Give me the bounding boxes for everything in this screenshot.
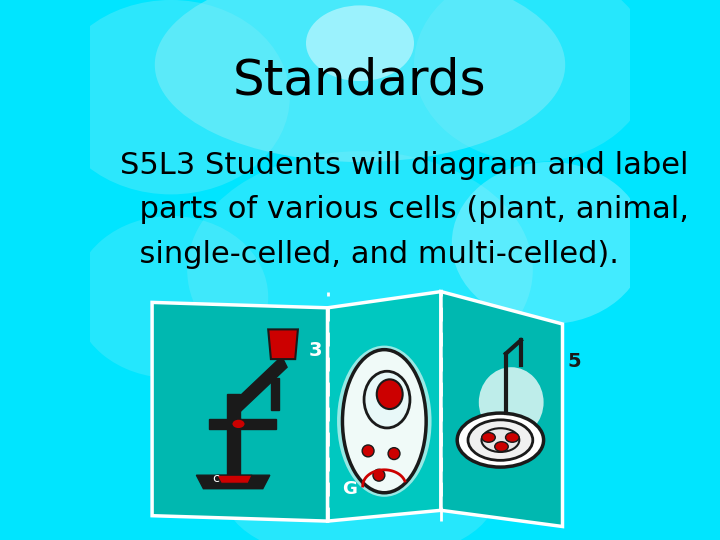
Text: c: c bbox=[212, 472, 220, 485]
Ellipse shape bbox=[232, 419, 246, 429]
Text: 3: 3 bbox=[309, 341, 323, 361]
Polygon shape bbox=[441, 292, 562, 526]
Polygon shape bbox=[217, 475, 252, 483]
Ellipse shape bbox=[362, 445, 374, 457]
Polygon shape bbox=[328, 292, 441, 521]
Ellipse shape bbox=[364, 372, 410, 428]
Ellipse shape bbox=[495, 442, 508, 451]
Ellipse shape bbox=[457, 413, 544, 467]
Ellipse shape bbox=[414, 0, 652, 162]
Text: parts of various cells (plant, animal,: parts of various cells (plant, animal, bbox=[120, 195, 689, 225]
Ellipse shape bbox=[73, 216, 268, 378]
Polygon shape bbox=[197, 475, 270, 489]
Polygon shape bbox=[230, 356, 287, 416]
Polygon shape bbox=[152, 302, 328, 521]
Text: 5: 5 bbox=[568, 352, 582, 372]
Ellipse shape bbox=[187, 151, 533, 389]
Ellipse shape bbox=[452, 162, 647, 324]
Ellipse shape bbox=[343, 350, 426, 492]
Ellipse shape bbox=[479, 367, 544, 437]
Polygon shape bbox=[227, 394, 240, 475]
Ellipse shape bbox=[482, 428, 519, 452]
Polygon shape bbox=[209, 418, 276, 429]
Ellipse shape bbox=[225, 432, 495, 540]
Ellipse shape bbox=[468, 420, 533, 460]
Ellipse shape bbox=[155, 0, 565, 162]
Text: G: G bbox=[342, 480, 356, 498]
Ellipse shape bbox=[377, 379, 402, 409]
Text: S5L3 Students will diagram and label: S5L3 Students will diagram and label bbox=[120, 151, 688, 180]
Ellipse shape bbox=[388, 448, 400, 460]
Ellipse shape bbox=[52, 0, 289, 194]
Ellipse shape bbox=[306, 5, 414, 81]
Ellipse shape bbox=[505, 433, 519, 442]
Ellipse shape bbox=[337, 346, 431, 497]
Ellipse shape bbox=[482, 433, 495, 442]
Ellipse shape bbox=[373, 469, 385, 481]
Text: Standards: Standards bbox=[233, 57, 487, 105]
Polygon shape bbox=[269, 329, 298, 359]
Text: single-celled, and multi-celled).: single-celled, and multi-celled). bbox=[120, 240, 618, 269]
Polygon shape bbox=[271, 378, 279, 410]
